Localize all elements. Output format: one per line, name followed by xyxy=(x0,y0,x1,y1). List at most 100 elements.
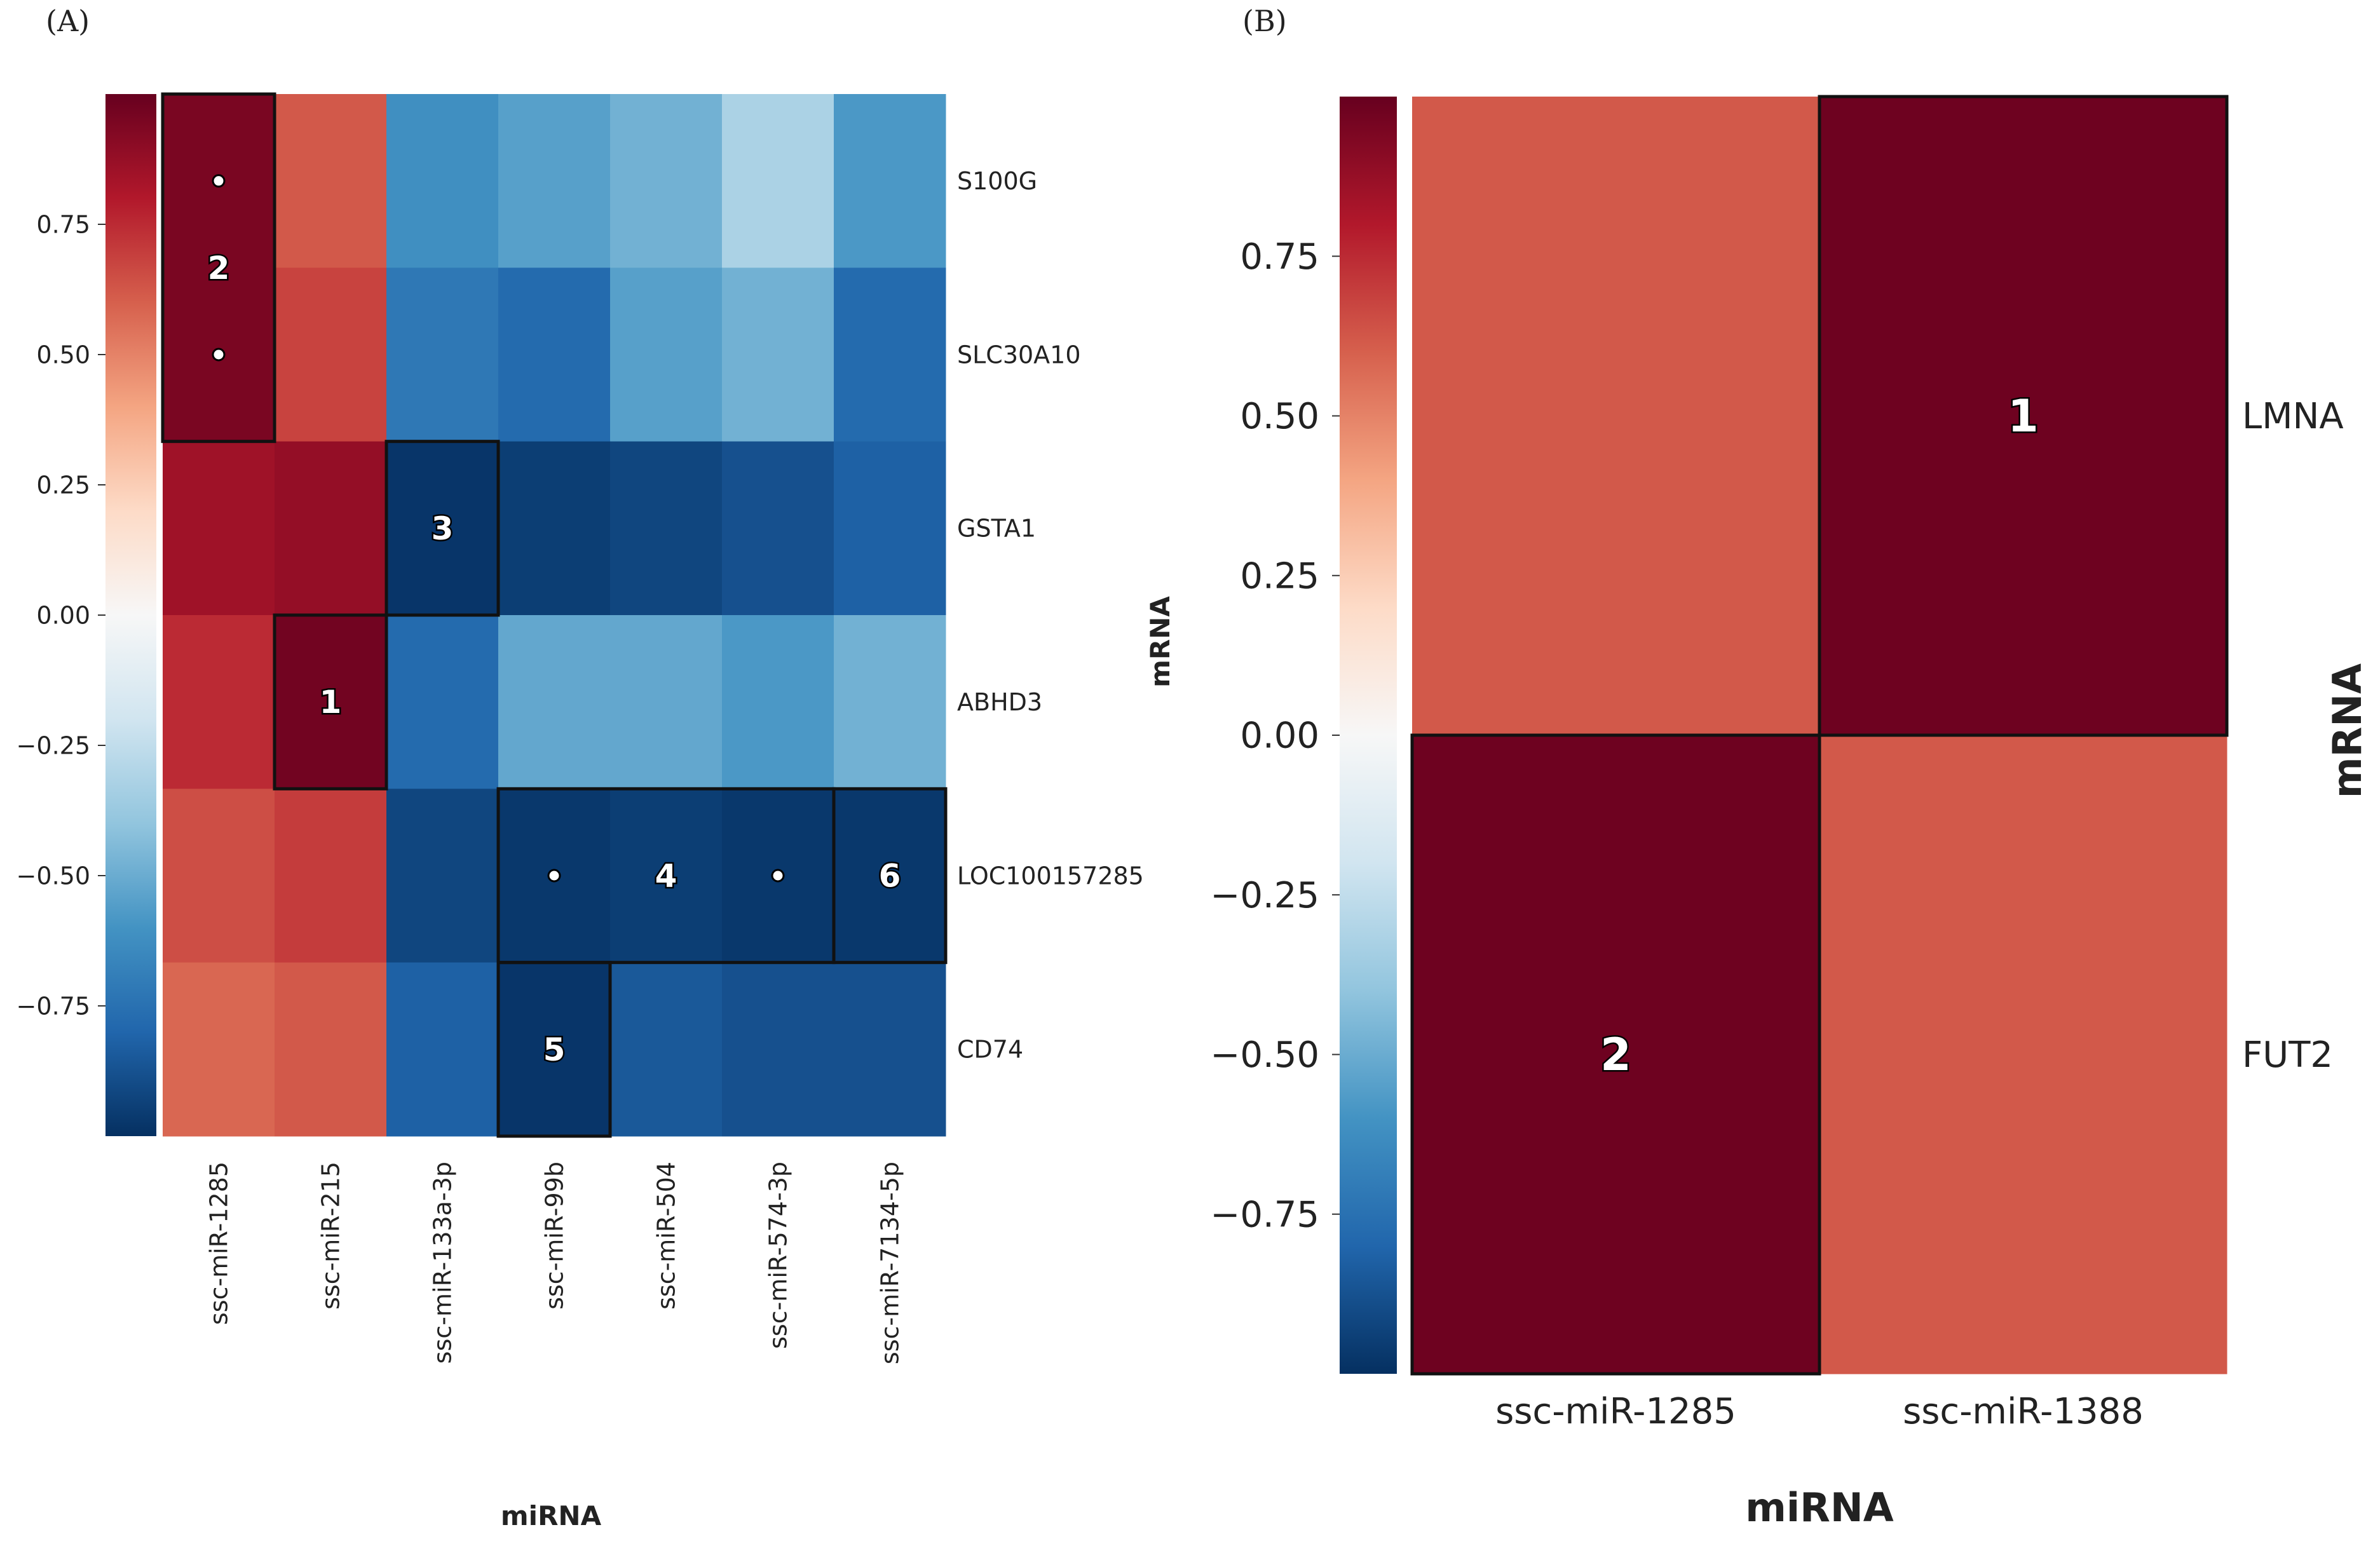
heatmap-cell xyxy=(722,962,834,1137)
row-label: ABHD3 xyxy=(957,688,1042,716)
colorbar-tick-label: 0.25 xyxy=(36,471,90,499)
heatmap-cell xyxy=(610,441,723,616)
heatmap-cell xyxy=(834,615,946,789)
heatmap-cell xyxy=(386,268,499,442)
cluster-number: 6 xyxy=(879,858,901,895)
heatmap-cell xyxy=(1819,97,2227,736)
heatmap-panel-b: 0.75 0.50 0.25 0.00 −0.25 −0.50 −0.75 LMNA FUT2 s… xyxy=(1210,95,2370,1531)
heatmap-cell xyxy=(386,789,499,963)
heatmap-cell xyxy=(163,789,275,963)
heatmap-cell xyxy=(386,441,499,616)
heatmap-cell xyxy=(498,962,611,1137)
row-label: CD74 xyxy=(957,1036,1023,1064)
x-axis-label: miRNA xyxy=(1745,1484,1893,1531)
column-label: ssc-miR-215 xyxy=(316,1162,344,1310)
y-axis-label: mRNA xyxy=(1145,596,1176,688)
colorbar-tick-label: −0.75 xyxy=(1210,1194,1319,1235)
colorbar-tick-label: 0.50 xyxy=(36,341,90,369)
cluster-box xyxy=(496,961,612,1138)
row-label: S100G xyxy=(957,167,1037,195)
column-label: ssc-miR-99b xyxy=(540,1162,568,1310)
cluster-number: 2 xyxy=(1600,1029,1631,1081)
heatmap-cell xyxy=(722,94,834,268)
heatmap-cell xyxy=(834,962,946,1137)
colorbar-tick-label: −0.75 xyxy=(17,992,90,1020)
significance-dot xyxy=(771,869,785,883)
column-label: ssc-miR-574-3p xyxy=(764,1162,792,1349)
colorbar-tick-label: −0.25 xyxy=(17,731,90,759)
cluster-number: 4 xyxy=(655,858,677,895)
heatmap-cell xyxy=(834,94,946,268)
heatmap-cell xyxy=(163,962,275,1137)
heatmap-cell xyxy=(1412,97,1820,736)
heatmap-cell xyxy=(610,268,723,442)
cluster-box xyxy=(273,613,388,790)
heatmap-cell xyxy=(610,962,723,1137)
heatmap-cell xyxy=(610,615,723,789)
colorbar xyxy=(1340,97,1397,1374)
heatmap-cell xyxy=(834,441,946,616)
heatmap-cell xyxy=(1819,735,2227,1374)
cluster-number: 1 xyxy=(320,684,342,721)
colorbar-tick-label: 0.00 xyxy=(36,601,90,629)
cluster-box xyxy=(161,92,276,444)
column-label: ssc-miR-504 xyxy=(652,1162,680,1310)
heatmap-cell xyxy=(275,962,387,1137)
cluster-number: 1 xyxy=(2008,390,2039,442)
colorbar-tick-label: −0.50 xyxy=(17,862,90,890)
heatmap-cell xyxy=(610,94,723,268)
row-label: FUT2 xyxy=(2242,1034,2333,1076)
panel-b-label: (B) xyxy=(1242,4,1287,38)
heatmap-cell xyxy=(834,268,946,442)
cluster-box xyxy=(1410,733,1821,1376)
colorbar xyxy=(105,94,156,1136)
colorbar-tick-label: −0.25 xyxy=(1210,875,1319,916)
heatmap-cell xyxy=(275,615,387,789)
column-label: ssc-miR-133a-3p xyxy=(428,1162,456,1364)
heatmap-cell xyxy=(1412,735,1820,1374)
heatmap-cell xyxy=(163,441,275,616)
heatmap-cell xyxy=(498,441,611,616)
heatmap-cell xyxy=(386,94,499,268)
heatmap-cell xyxy=(275,268,387,442)
cluster-number: 3 xyxy=(432,510,454,547)
cluster-number: 5 xyxy=(543,1031,566,1068)
column-label: ssc-miR-1285 xyxy=(1495,1391,1736,1432)
heatmap-panel-a: 0.75 0.50 0.25 0.00 −0.25 −0.50 −0.75 S100G SLC3… xyxy=(17,92,1176,1531)
significance-dot xyxy=(212,174,226,188)
colorbar-tick-label: 0.50 xyxy=(1240,396,1319,437)
x-axis-label: miRNA xyxy=(501,1500,602,1531)
cluster-box xyxy=(1818,95,2229,737)
heatmap-cell xyxy=(275,441,387,616)
column-label: ssc-miR-7134-5p xyxy=(876,1162,904,1364)
heatmap-cell xyxy=(834,789,946,963)
heatmap-cell xyxy=(163,615,275,789)
heatmap-cell xyxy=(275,94,387,268)
column-label: ssc-miR-1285 xyxy=(205,1162,233,1325)
heatmap-cell xyxy=(610,789,723,963)
heatmap-cell xyxy=(498,268,611,442)
row-label: LMNA xyxy=(2242,396,2344,437)
heatmap-cell xyxy=(386,615,499,789)
heatmap-cell xyxy=(386,962,499,1137)
significance-dot xyxy=(212,348,226,362)
cluster-number: 2 xyxy=(208,250,230,287)
cluster-box xyxy=(832,787,948,965)
row-label: GSTA1 xyxy=(957,515,1036,543)
heatmap-cell xyxy=(498,94,611,268)
colorbar-tick-label: 0.25 xyxy=(1240,555,1319,597)
y-axis-label: mRNA xyxy=(2324,663,2370,798)
colorbar-tick-label: 0.75 xyxy=(36,210,90,238)
cluster-box xyxy=(384,440,500,617)
heatmap-cell xyxy=(498,615,611,789)
colorbar-tick-label: −0.50 xyxy=(1210,1034,1319,1076)
row-label: LOC100157285 xyxy=(957,862,1144,890)
colorbar-tick-label: 0.75 xyxy=(1240,236,1319,278)
panel-a-label: (A) xyxy=(46,4,90,38)
colorbar-tick-label: 0.00 xyxy=(1240,715,1319,757)
heatmap-cell xyxy=(722,615,834,789)
significance-dot xyxy=(547,869,561,883)
heatmap-cell xyxy=(722,268,834,442)
column-label: ssc-miR-1388 xyxy=(1903,1391,2144,1432)
